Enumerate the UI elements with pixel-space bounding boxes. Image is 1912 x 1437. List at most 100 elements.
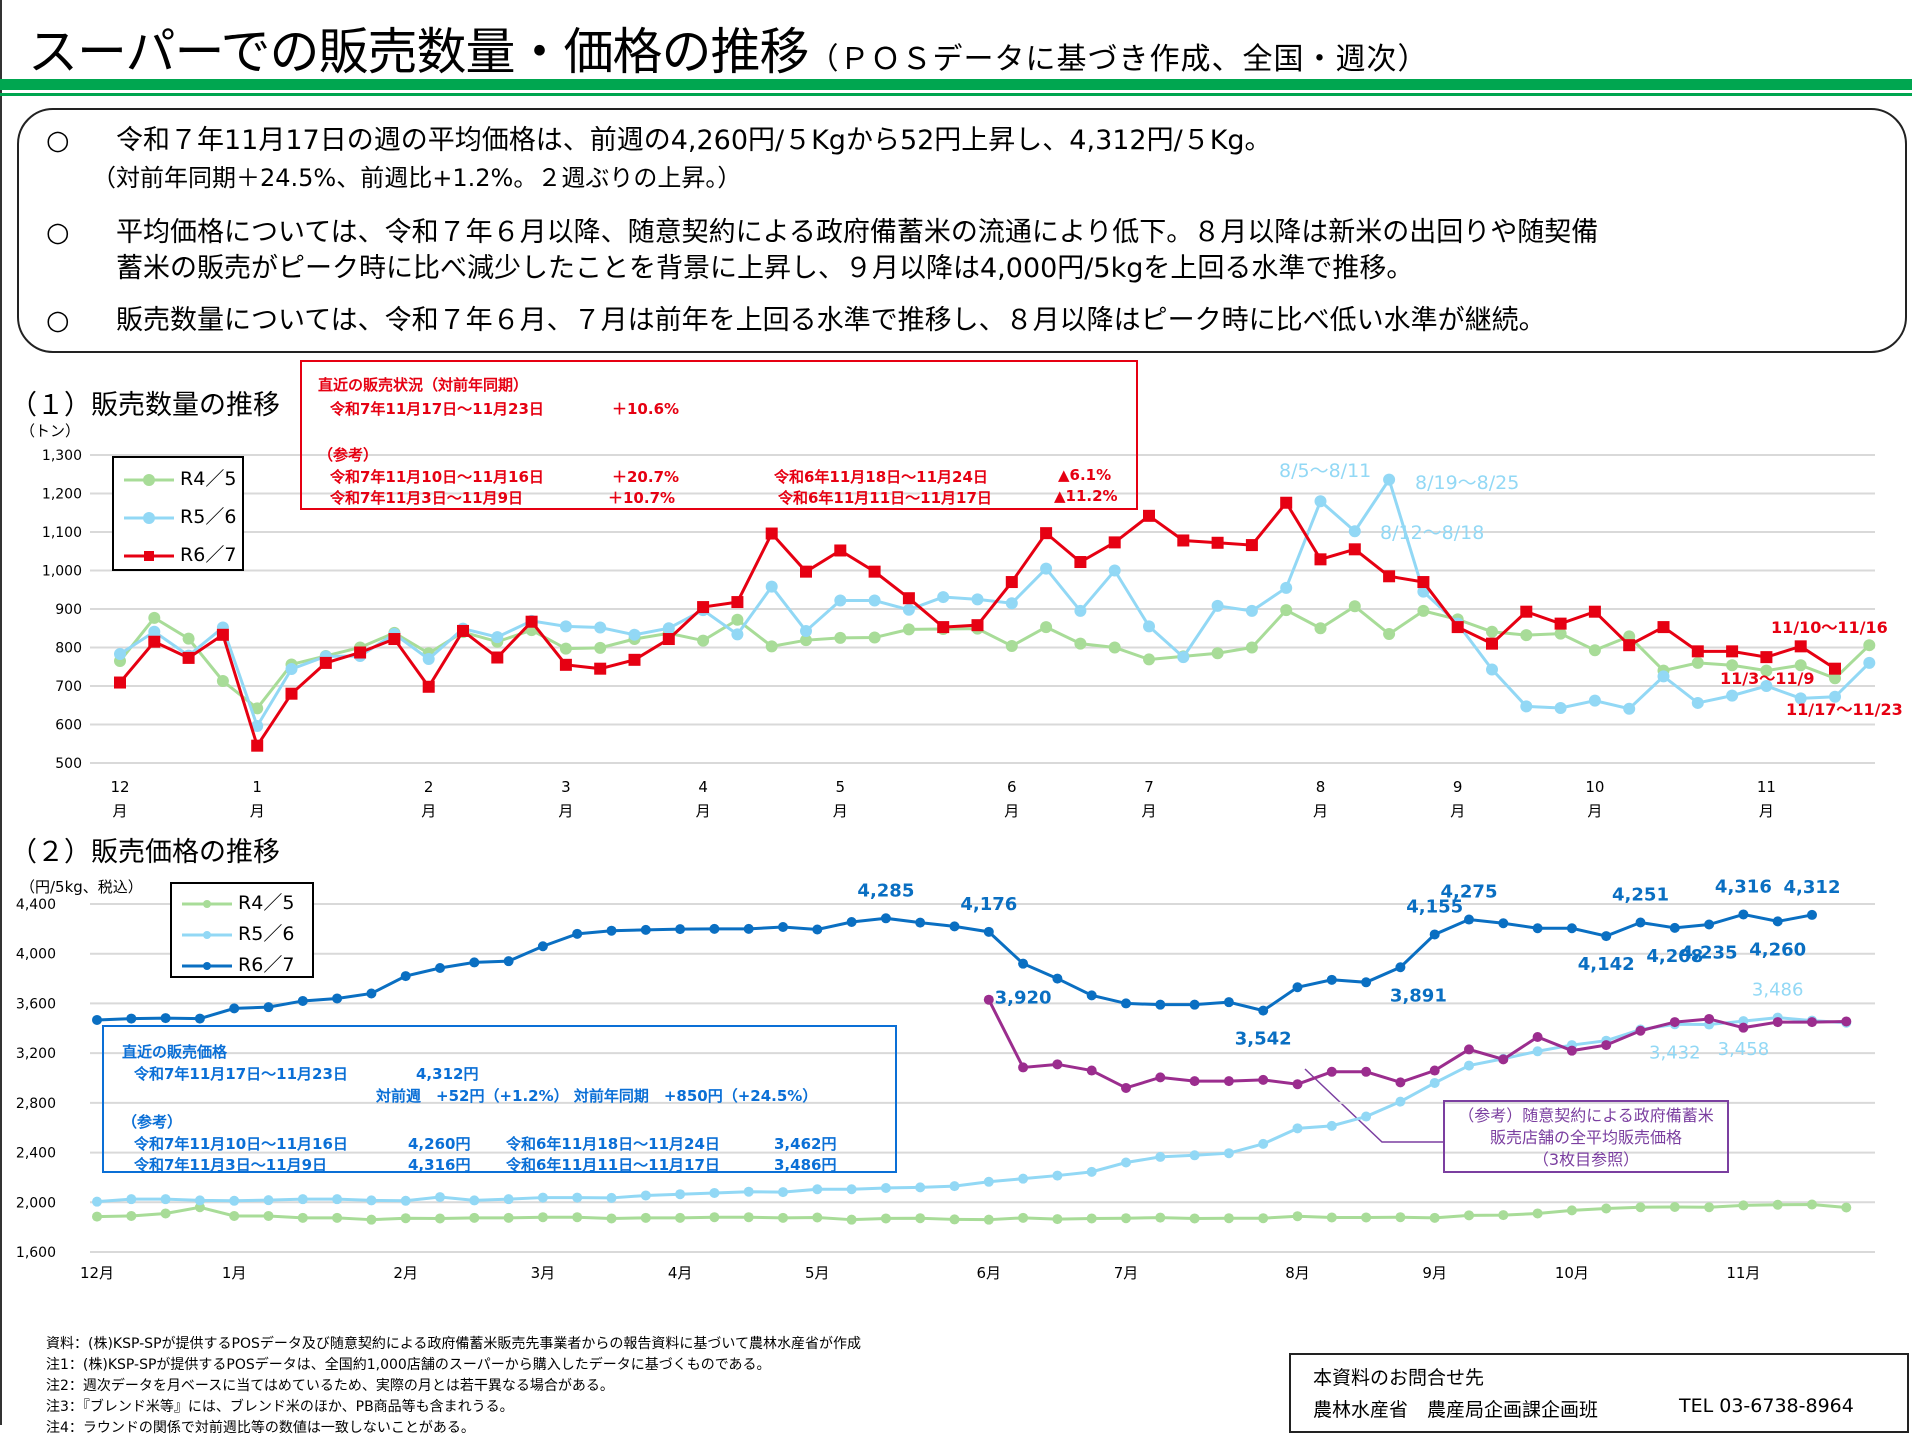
price-data-label: 4,260 — [1749, 939, 1806, 960]
data-point — [1018, 1173, 1029, 1184]
legend-label: R4／5 — [180, 468, 237, 490]
data-point — [1464, 914, 1474, 925]
info-title: 直近の販売状況（対前年同期） — [318, 376, 529, 394]
data-point — [846, 1184, 857, 1195]
data-point — [1704, 1013, 1715, 1024]
y-tick-label: 3,200 — [16, 1046, 56, 1062]
data-point — [983, 994, 994, 1005]
page-title: スーパーでの販売数量・価格の推移（ＰＯＳデータに基づき作成、全国・週次） — [28, 12, 1429, 84]
data-point — [1486, 637, 1498, 650]
data-point — [675, 924, 686, 935]
summary-text: 販売数量については、令和７年６月、７月は前年を上回る水準で推移し、８月以降はピー… — [116, 305, 1546, 336]
data-point — [1314, 553, 1327, 566]
info-ref-period2: 令和6年11月11日～11月17日 — [778, 489, 992, 507]
legend-item-r67: R6／7 — [124, 540, 236, 567]
title-rule — [0, 79, 1912, 90]
data-point — [1451, 621, 1464, 634]
legend-item-r45: R4／5 — [124, 464, 236, 491]
data-point — [1623, 702, 1636, 715]
volume-info-box: 直近の販売状況（対前年同期） 令和7年11月17日～11月23日 ＋10.6% … — [300, 360, 1138, 510]
data-point — [880, 913, 891, 924]
data-point — [594, 621, 607, 634]
data-point — [1223, 997, 1234, 1008]
data-point — [1417, 604, 1430, 617]
legend-label: R4／5 — [238, 892, 295, 914]
y-tick-label: 2,400 — [16, 1146, 56, 1162]
data-point — [709, 923, 720, 934]
y-tick-label: 500 — [55, 756, 82, 772]
data-point — [880, 1213, 891, 1224]
data-point — [1601, 1203, 1612, 1214]
contact-box: 本資料のお問合せ先 農林水産省 農産局企画課企画班 TEL 03-6738-89… — [1289, 1353, 1909, 1433]
data-point — [594, 641, 607, 654]
data-point — [1005, 639, 1018, 652]
data-point — [366, 1195, 377, 1206]
summary-box — [17, 108, 1907, 353]
data-point — [1292, 1123, 1303, 1134]
y-tick-label: 2,000 — [16, 1195, 56, 1211]
x-tick-label: 4 — [698, 778, 708, 796]
data-point — [1348, 543, 1361, 556]
data-point — [1143, 509, 1155, 522]
info-ref-period2: 令和6年11月18日～11月24日 — [506, 1135, 720, 1153]
volume-legend: R4／5 R5／6 R6／7 — [112, 456, 244, 571]
data-point — [1280, 604, 1293, 617]
data-point — [503, 1194, 514, 1205]
info-latest-value: 4,312円 — [416, 1065, 479, 1083]
data-point — [1314, 622, 1327, 635]
info-ref-value2: ▲11.2% — [1054, 487, 1118, 505]
data-point — [1052, 973, 1063, 984]
data-point — [778, 921, 788, 932]
data-point — [971, 619, 984, 632]
legend-item-r67: R6／7 — [182, 950, 294, 977]
data-point — [251, 739, 264, 752]
data-point — [1429, 1077, 1440, 1088]
summary-text: 平均価格については、令和７年６月以降、随意契約による政府備蓄米の流通により低下。… — [116, 217, 1599, 248]
data-point — [1691, 696, 1704, 709]
data-point — [765, 527, 778, 540]
data-point — [400, 1213, 411, 1224]
data-point — [1429, 1065, 1440, 1076]
data-point — [1588, 605, 1601, 618]
data-point — [1772, 1199, 1783, 1210]
data-point — [559, 642, 572, 655]
data-point — [285, 663, 298, 676]
x-tick-label: 12 — [110, 778, 129, 796]
footnote-1: 注1：(株)KSP-SPが提供するPOSデータは、全国約1,000店舗のスーパー… — [46, 1357, 771, 1373]
data-point — [1108, 564, 1121, 577]
data-point — [1760, 680, 1773, 692]
data-point — [435, 1213, 445, 1224]
data-point — [1223, 1076, 1234, 1087]
data-point — [1189, 1150, 1200, 1161]
data-point — [937, 591, 950, 604]
price-info-box: 直近の販売価格 令和7年11月17日～11月23日 4,312円 対前週 +52… — [102, 1025, 897, 1174]
data-point — [834, 544, 847, 557]
data-point — [1155, 999, 1166, 1010]
x-tick-label: 3月 — [531, 1264, 556, 1282]
x-tick-label: 月 — [1587, 802, 1602, 820]
x-tick-label: 月 — [1759, 802, 1774, 820]
data-point — [1292, 1211, 1303, 1222]
data-point — [1738, 909, 1749, 920]
y-tick-label: 600 — [55, 718, 82, 734]
bullet-mark: ○ — [46, 305, 70, 336]
data-point — [1738, 1022, 1749, 1033]
data-point — [1601, 1040, 1612, 1051]
x-tick-label: 12月 — [80, 1264, 114, 1282]
data-point — [1807, 909, 1817, 920]
data-point — [1760, 651, 1773, 664]
x-tick-label: 2月 — [393, 1264, 418, 1282]
legend-item-r45: R4／5 — [182, 888, 294, 915]
data-point — [216, 628, 229, 641]
x-tick-label: 10 — [1585, 778, 1604, 796]
data-point — [1417, 576, 1430, 589]
x-tick-label: 月 — [833, 802, 848, 820]
data-point — [731, 613, 744, 626]
footnote-2: 注2：週次データを月ベースに当てはめているため、実際の月とは若干異なる場合がある… — [46, 1378, 614, 1394]
data-point — [1292, 982, 1303, 993]
data-point — [366, 1214, 377, 1225]
volume-annotation: 11/3～11/9 — [1720, 669, 1815, 688]
x-tick-label: 5月 — [805, 1264, 830, 1282]
data-point — [297, 1212, 308, 1223]
data-point — [182, 651, 195, 664]
